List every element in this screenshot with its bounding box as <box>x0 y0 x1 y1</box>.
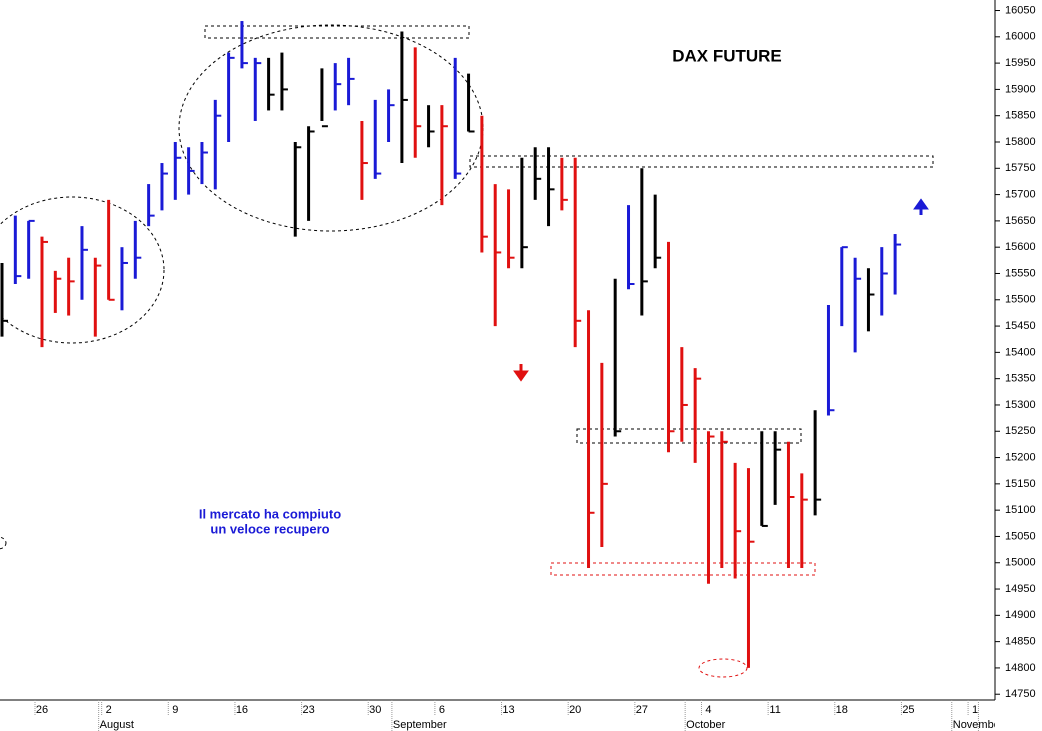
y-tick-label: 15400 <box>1005 346 1036 358</box>
box <box>469 155 934 168</box>
y-tick-label: 15750 <box>1005 162 1036 174</box>
y-tick-label: 15600 <box>1005 241 1036 253</box>
x-tick-label: 6 <box>439 704 445 716</box>
annotation: un veloce recupero <box>210 521 329 536</box>
box <box>204 25 470 39</box>
ellipse <box>0 536 7 550</box>
x-tick-label: 1 <box>972 704 978 716</box>
y-tick-label: 15100 <box>1005 504 1036 516</box>
x-tick-label: 2 <box>106 704 112 716</box>
x-tick-label: 30 <box>369 704 381 716</box>
y-tick-label: 14950 <box>1005 583 1036 595</box>
box <box>576 428 802 444</box>
x-tick-label: 26 <box>36 704 48 716</box>
y-tick-label: 14850 <box>1005 636 1036 648</box>
x-tick-label: 13 <box>502 704 514 716</box>
x-tick-label: 27 <box>636 704 648 716</box>
x-tick-label: 20 <box>569 704 581 716</box>
y-tick-label: 15200 <box>1005 451 1036 463</box>
y-tick-label: 15450 <box>1005 320 1036 332</box>
box <box>550 562 816 576</box>
x-tick-label: 11 <box>769 704 780 716</box>
month-label: August <box>100 719 134 731</box>
down-arrow <box>513 364 529 382</box>
x-tick-label: 9 <box>172 704 178 716</box>
x-tick-label: 23 <box>302 704 314 716</box>
y-tick-label: 15000 <box>1005 557 1036 569</box>
month-label: November <box>953 719 1004 731</box>
y-tick-label: 14800 <box>1005 662 1036 674</box>
ellipse <box>0 196 165 344</box>
y-tick-label: 15350 <box>1005 373 1036 385</box>
y-tick-label: 14750 <box>1005 688 1036 700</box>
y-tick-label: 14900 <box>1005 609 1036 621</box>
x-tick-label: 18 <box>836 704 848 716</box>
y-tick-label: 15150 <box>1005 478 1036 490</box>
y-tick-label: 15550 <box>1005 267 1036 279</box>
x-tick-label: 25 <box>902 704 914 716</box>
y-tick-label: 15650 <box>1005 215 1036 227</box>
x-tick-label: 16 <box>236 704 248 716</box>
month-label: October <box>686 719 725 731</box>
x-labels: 26 2 August 9 16 23 30 September 6 13 20 27 October 4… <box>36 704 1004 731</box>
y-tick-label: 16050 <box>1005 4 1036 16</box>
month-label: September <box>393 719 447 731</box>
y-tick-label: 15850 <box>1005 110 1036 122</box>
ellipse <box>698 658 748 678</box>
y-tick-label: 15950 <box>1005 57 1036 69</box>
y-tick-label: 16000 <box>1005 31 1036 43</box>
y-tick-label: 15900 <box>1005 83 1036 95</box>
y-tick-label: 15300 <box>1005 399 1036 411</box>
chart-title: DAX FUTURE <box>672 46 782 65</box>
y-tick-label: 15700 <box>1005 188 1036 200</box>
annotation: Il mercato ha compiuto <box>199 506 341 521</box>
x-tick-label: 4 <box>705 704 711 716</box>
y-tick-label: 15500 <box>1005 294 1036 306</box>
y-tick-label: 15250 <box>1005 425 1036 437</box>
up-arrow <box>913 198 929 215</box>
y-tick-label: 15800 <box>1005 136 1036 148</box>
y-tick-label: 15050 <box>1005 530 1036 542</box>
